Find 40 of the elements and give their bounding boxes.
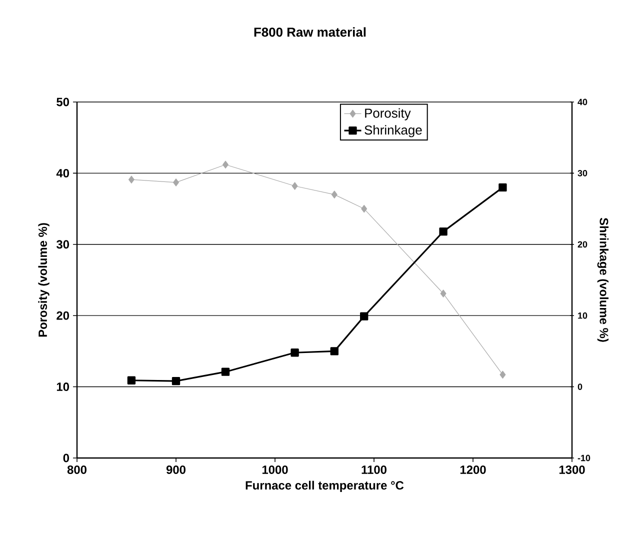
point: [361, 204, 368, 213]
point: [330, 347, 338, 356]
x-axis-title: Furnace cell temperature °C: [246, 480, 404, 492]
y-axis-title: Porosity (volume %): [38, 223, 50, 337]
point: [292, 182, 298, 190]
y-tick-label: 40: [56, 168, 70, 178]
x-tick-label: 1300: [559, 465, 585, 474]
legend-label: Porosity: [365, 108, 411, 120]
point: [172, 377, 180, 386]
y-tick-label: 50: [56, 98, 70, 106]
y2-tick-label: -10: [578, 454, 590, 462]
point: [221, 368, 230, 376]
y2-tick-label: 40: [578, 98, 588, 106]
point: [128, 176, 134, 184]
x-tick-label: 1200: [460, 465, 486, 474]
x-tick-label: 1100: [362, 465, 386, 474]
point: [173, 178, 179, 186]
x-tick-label: 1000: [262, 465, 288, 474]
y2-tick-label: 0: [578, 384, 582, 390]
y-tick-label: 20: [56, 311, 70, 320]
x-tick-label: 900: [166, 465, 186, 474]
y-tick-label: 10: [56, 382, 70, 392]
point: [127, 376, 136, 384]
y2-axis-title: Shrinkage (volume %): [597, 218, 609, 342]
y2-tick-label: 30: [578, 170, 588, 176]
point: [439, 227, 448, 236]
chart-title: F800 Raw material: [254, 27, 366, 37]
legend-label: Shrinkage: [364, 125, 422, 138]
point: [331, 190, 338, 198]
point: [440, 290, 446, 298]
point: [290, 348, 299, 357]
point: [500, 370, 506, 379]
point: [360, 312, 368, 320]
y2-tick-label: 10: [578, 312, 588, 319]
y2-tick-label: 20: [578, 241, 588, 248]
y-tick-label: 0: [63, 454, 70, 462]
y-tick-label: 30: [56, 240, 70, 249]
point: [222, 160, 228, 169]
x-tick-label: 800: [67, 465, 86, 474]
point: [498, 183, 507, 192]
